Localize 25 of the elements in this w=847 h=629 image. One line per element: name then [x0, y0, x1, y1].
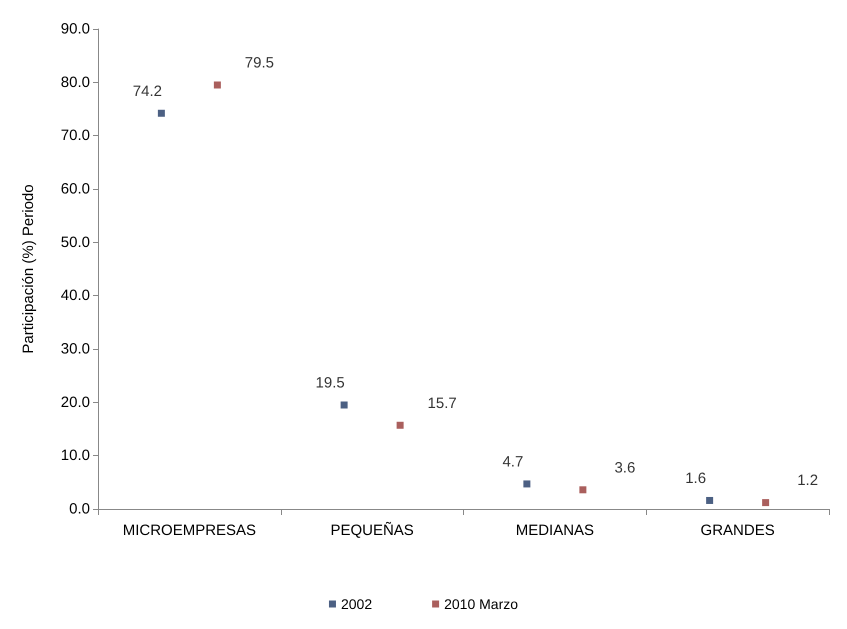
y-tick-label: 50.0 — [60, 234, 90, 251]
x-tick-label: MICROEMPRESAS — [122, 522, 256, 539]
y-tick-label: 70.0 — [60, 127, 90, 144]
y-tick-label: 0.0 — [69, 500, 90, 518]
data-label: 1.6 — [685, 470, 706, 487]
y-axis-title: Participación (%) Periodo — [20, 184, 37, 354]
y-tick-label: 30.0 — [60, 340, 90, 358]
data-label: 3.6 — [614, 459, 636, 476]
y-tick-label: 10.0 — [60, 447, 90, 464]
y-tick-label: 90.0 — [60, 20, 90, 38]
y-tick-label: 40.0 — [60, 287, 90, 304]
data-label: 19.5 — [316, 374, 345, 392]
y-tick-label: 60.0 — [60, 180, 90, 198]
x-tick-label: GRANDES — [700, 522, 775, 539]
data-label: 74.2 — [132, 82, 162, 100]
data-label: 1.2 — [797, 472, 818, 490]
data-label: 15.7 — [428, 394, 457, 412]
legend-label: 2002 — [340, 596, 372, 612]
data-label: 4.7 — [502, 453, 524, 470]
legend-label: 2010 Marzo — [444, 596, 518, 612]
x-tick-label: MEDIANAS — [516, 522, 594, 539]
data-label: 79.5 — [244, 54, 274, 72]
y-tick-label: 80.0 — [60, 74, 90, 91]
x-tick-label: PEQUEÑAS — [330, 521, 414, 539]
y-tick-label: 20.0 — [60, 394, 90, 411]
